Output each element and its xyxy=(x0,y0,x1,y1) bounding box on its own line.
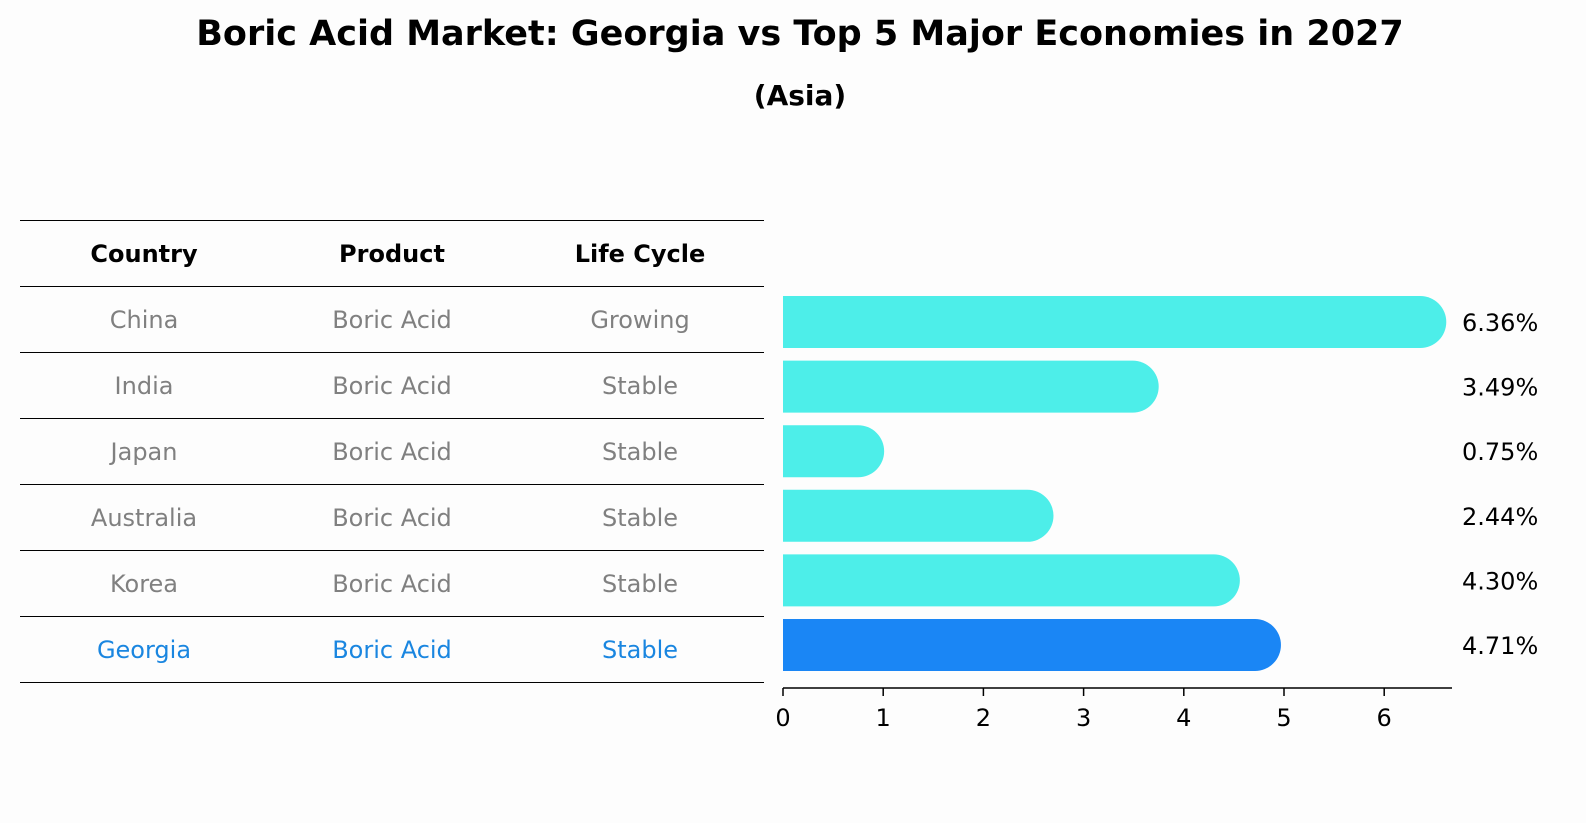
cell-product: Boric Acid xyxy=(332,569,452,598)
value-label: 0.75% xyxy=(1462,438,1538,466)
cell-product: Boric Acid xyxy=(332,371,452,400)
cell-life-cycle: Stable xyxy=(601,569,679,598)
table-row: Australia Boric Acid Stable xyxy=(20,484,764,550)
country-table: Country Product Life Cycle China Boric A… xyxy=(20,220,764,683)
cell-country: India xyxy=(114,371,174,400)
header-product: Product xyxy=(339,239,445,268)
header-country: Country xyxy=(90,239,198,268)
chart-title: Boric Acid Market: Georgia vs Top 5 Majo… xyxy=(196,14,1404,54)
bar-korea xyxy=(783,554,1240,607)
cell-life-cycle: Stable xyxy=(601,437,679,466)
value-label: 3.49% xyxy=(1462,374,1538,402)
value-label: 4.30% xyxy=(1462,567,1538,595)
chart-subtitle: (Asia) xyxy=(753,79,847,112)
x-tick-label: 1 xyxy=(876,704,891,732)
cell-life-cycle: Stable xyxy=(601,503,679,532)
bar-india xyxy=(783,360,1159,413)
bar-japan xyxy=(783,425,885,478)
cell-life-cycle: Stable xyxy=(601,371,679,400)
table-row: India Boric Acid Stable xyxy=(20,352,764,418)
cell-country: Georgia xyxy=(96,635,192,664)
value-label: 4.71% xyxy=(1462,632,1538,660)
cell-life-cycle: Stable xyxy=(601,635,679,664)
cell-product: Boric Acid xyxy=(332,305,452,334)
value-label: 6.36% xyxy=(1462,309,1538,337)
table-row: China Boric Acid Growing xyxy=(20,286,764,352)
x-tick-label: 3 xyxy=(1076,704,1091,732)
cell-country: Australia xyxy=(90,503,198,532)
cell-country: China xyxy=(109,305,179,334)
value-label: 2.44% xyxy=(1462,503,1538,531)
x-tick-label: 4 xyxy=(1176,704,1191,732)
x-tick-label: 6 xyxy=(1377,704,1392,732)
table-row: Korea Boric Acid Stable xyxy=(20,550,764,616)
x-tick-label: 5 xyxy=(1276,704,1291,732)
table-row: Japan Boric Acid Stable xyxy=(20,418,764,484)
x-axis: 0 1 2 3 4 5 6 xyxy=(775,687,1452,732)
cell-life-cycle: Growing xyxy=(590,305,690,334)
table-row-highlight: Georgia Boric Acid Stable xyxy=(20,616,764,683)
cell-country: Japan xyxy=(110,437,178,466)
cell-country: Korea xyxy=(109,569,179,598)
bar-china xyxy=(783,296,1447,348)
cell-product: Boric Acid xyxy=(332,437,452,466)
table-header-row: Country Product Life Cycle xyxy=(20,220,764,286)
x-tick-label: 2 xyxy=(976,704,991,732)
cell-product: Boric Acid xyxy=(332,503,452,532)
x-tick-label: 0 xyxy=(775,704,790,732)
bar-georgia xyxy=(783,619,1281,671)
header-life-cycle: Life Cycle xyxy=(574,239,706,268)
cell-product: Boric Acid xyxy=(332,635,452,664)
bar-australia xyxy=(783,489,1054,542)
